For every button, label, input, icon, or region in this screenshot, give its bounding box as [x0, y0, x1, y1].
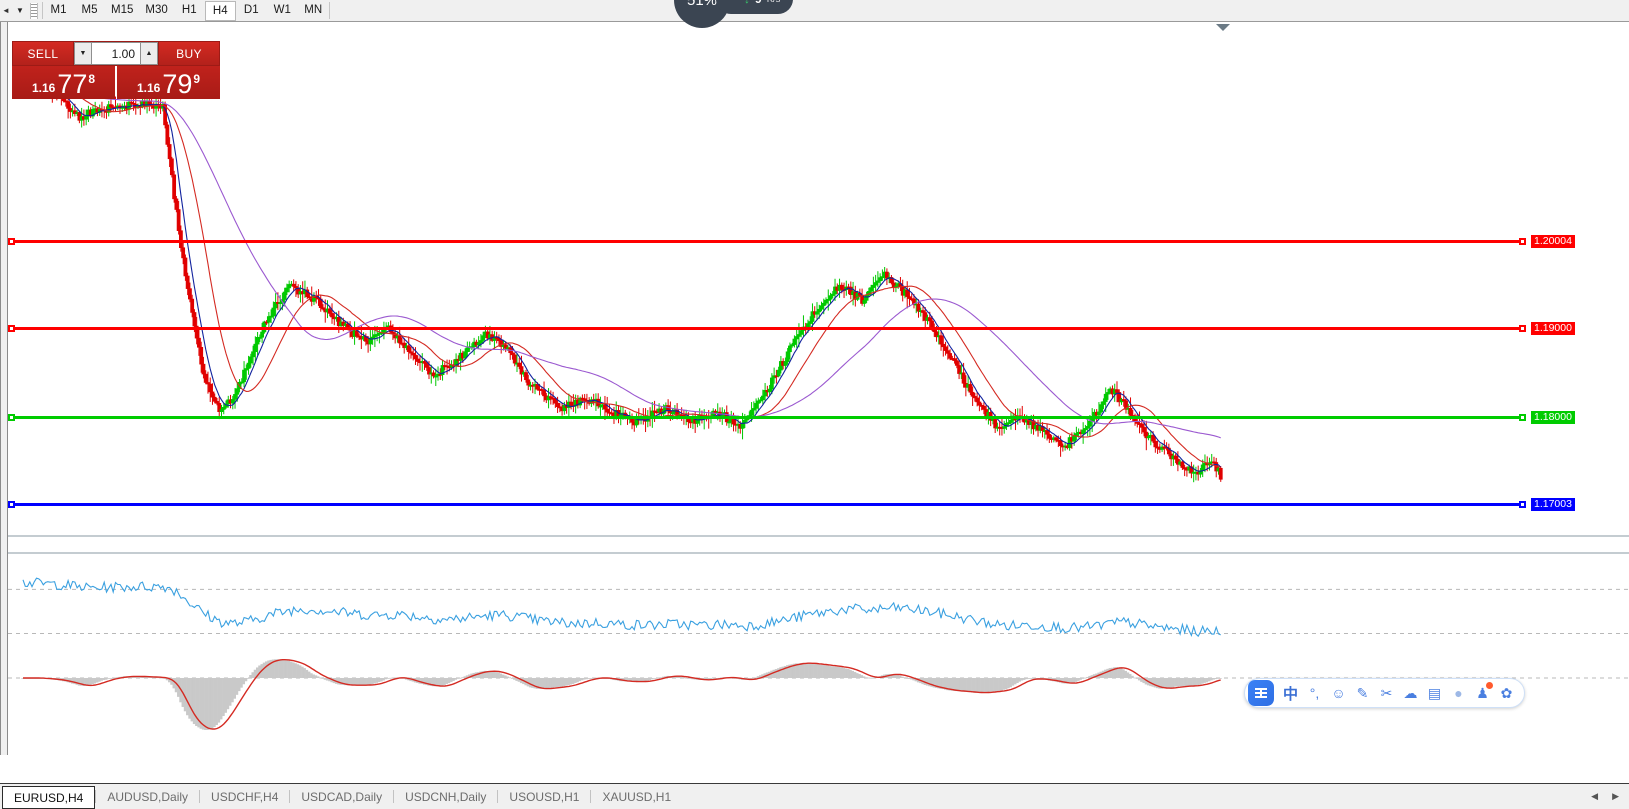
chart-tab-audusd-daily[interactable]: AUDUSD,Daily — [107, 789, 189, 804]
ime-logo-icon[interactable] — [1248, 680, 1274, 706]
ma-slow-line — [22, 70, 1221, 439]
macd-histogram — [21, 659, 1222, 730]
download-rate-pill: ↓ 9 K/s — [716, 0, 794, 14]
chart-tab-usdcad-daily[interactable]: USDCAD,Daily — [301, 789, 383, 804]
price-level-label-resistance-upper: 1.20004 — [1531, 235, 1575, 248]
screenshot-scissors-icon[interactable]: ✂ — [1380, 684, 1393, 701]
timeframe-toolbar: ◄ ▼ M1 M5 M15 M30 H1 H4 D1 W1 MN — [0, 0, 1629, 22]
settings-gear-icon[interactable]: ✿ — [1500, 684, 1513, 701]
punctuation-icon[interactable]: °, — [1309, 685, 1320, 701]
ma-fast-line — [22, 70, 1222, 472]
buy-price-fraction: 9 — [193, 72, 201, 86]
tab-divider — [393, 790, 395, 803]
timeframe-d1[interactable]: D1 — [243, 4, 259, 16]
tab-divider — [497, 790, 499, 803]
buy-button[interactable]: BUY — [158, 41, 220, 66]
tab-divider — [590, 790, 592, 803]
oscillator-line — [22, 577, 1221, 638]
download-arrow-icon: ↓ — [744, 0, 750, 6]
keyboard-icon[interactable]: ▤ — [1427, 684, 1442, 701]
price-level-label-support-blue: 1.17003 — [1531, 498, 1575, 511]
chart-canvas[interactable]: 1.20004 1.19000 1.18000 1.17003 — [0, 22, 1629, 755]
volume-input[interactable]: 1.00 — [92, 42, 140, 65]
chevron-down-icon[interactable]: ▼ — [16, 6, 24, 15]
price-line-handle[interactable] — [8, 238, 15, 245]
sell-button[interactable]: SELL — [12, 41, 74, 66]
buy-price-prefix: 1.16 — [136, 81, 161, 95]
price-line-handle[interactable] — [8, 501, 15, 508]
timeframe-m1[interactable]: M1 — [50, 4, 67, 16]
timeframe-h1[interactable]: H1 — [181, 4, 197, 16]
candlestick-series — [21, 66, 1223, 483]
price-line-resistance-upper[interactable] — [8, 240, 1524, 243]
emoji-icon[interactable]: ☺ — [1331, 685, 1346, 701]
download-percent-label: 51% — [686, 0, 718, 9]
download-rate-value: 9 — [755, 0, 762, 6]
tab-divider — [289, 790, 291, 803]
timeframe-h4[interactable]: H4 — [204, 0, 236, 21]
tab-divider — [199, 790, 201, 803]
left-arrow-icon[interactable]: ◄ — [2, 6, 10, 15]
download-rate-unit: K/s — [767, 0, 781, 5]
ma-mid-line — [22, 70, 1221, 469]
drag-grip-icon[interactable] — [30, 2, 38, 19]
timeframe-m5[interactable]: M5 — [81, 4, 98, 16]
macd-signal-line — [23, 659, 1221, 730]
download-speed-overlay[interactable]: 51% ↓ 9 K/s — [660, 0, 794, 28]
price-level-label-support-green: 1.18000 — [1531, 411, 1575, 424]
scroll-right-icon[interactable]: ▶ — [1612, 791, 1619, 801]
sell-price-main: 77 — [57, 69, 88, 99]
toolbar-divider — [328, 2, 330, 19]
scroll-left-icon[interactable]: ◀ — [1591, 791, 1599, 801]
volume-decrease-icon[interactable]: ▼ — [74, 42, 92, 65]
price-line-handle[interactable] — [1519, 238, 1526, 245]
one-click-trading-panel[interactable]: SELL ▼ 1.00 ▲ BUY 1.16 77 8 1.16 79 9 — [12, 41, 220, 99]
chart-tab-usousd-h1[interactable]: USOUSD,H1 — [509, 789, 580, 804]
tab-divider — [95, 790, 97, 803]
timeframe-m15[interactable]: M15 — [111, 4, 134, 16]
price-line-handle[interactable] — [1519, 501, 1526, 508]
chart-tab-xauusd-h1[interactable]: XAUUSD,H1 — [602, 789, 672, 804]
price-line-support-green[interactable] — [8, 416, 1524, 419]
timeframe-w1[interactable]: W1 — [273, 4, 291, 16]
buy-price-display[interactable]: 1.16 79 9 — [117, 66, 220, 99]
chart-tab-usdchf-h4[interactable]: USDCHF,H4 — [211, 789, 279, 804]
chart-graphics — [8, 66, 1629, 730]
chart-tab-bar: EURUSD,H4 AUDUSD,Daily USDCHF,H4 USDCAD,Dai… — [0, 783, 1629, 809]
skin-shirt-icon[interactable]: ♟ — [1475, 682, 1494, 703]
price-line-handle[interactable] — [8, 414, 15, 421]
price-line-support-blue[interactable] — [8, 503, 1524, 506]
price-line-handle[interactable] — [1519, 325, 1526, 332]
ime-floating-toolbar[interactable]: 中 °, ☺ ✎ ✂ ☁ ▤ ● ♟ ✿ — [1244, 678, 1526, 708]
user-account-icon[interactable]: ● — [1454, 685, 1463, 701]
price-line-resistance-mid[interactable] — [8, 327, 1524, 330]
tab-scroll-controls[interactable]: ◀ ▶ — [1591, 784, 1629, 809]
volume-stepper[interactable]: ▼ 1.00 ▲ — [74, 41, 158, 66]
sell-price-prefix: 1.16 — [31, 81, 56, 95]
volume-increase-icon[interactable]: ▲ — [140, 42, 158, 65]
handwriting-icon[interactable]: ✎ — [1356, 684, 1369, 701]
chart-tab-eurusd-h4[interactable]: EURUSD,H4 — [2, 786, 96, 809]
notification-dot-icon — [1486, 682, 1494, 689]
timeframe-mn[interactable]: MN — [304, 4, 323, 16]
price-line-handle[interactable] — [1519, 414, 1526, 421]
left-scale-rail — [1, 22, 8, 755]
chevron-down-marker-icon — [1216, 24, 1230, 31]
timeframe-m30[interactable]: M30 — [145, 4, 168, 16]
buy-price-main: 79 — [162, 69, 193, 99]
price-level-label-resistance-mid: 1.19000 — [1531, 322, 1575, 335]
chart-tab-usdcnh-daily[interactable]: USDCNH,Daily — [405, 789, 487, 804]
sell-price-fraction: 8 — [88, 72, 96, 86]
toolbar-divider — [42, 2, 43, 19]
price-line-handle[interactable] — [8, 325, 15, 332]
chinese-mode-icon[interactable]: 中 — [1283, 685, 1299, 703]
cloud-icon[interactable]: ☁ — [1403, 684, 1418, 701]
sell-price-display[interactable]: 1.16 77 8 — [12, 66, 115, 99]
